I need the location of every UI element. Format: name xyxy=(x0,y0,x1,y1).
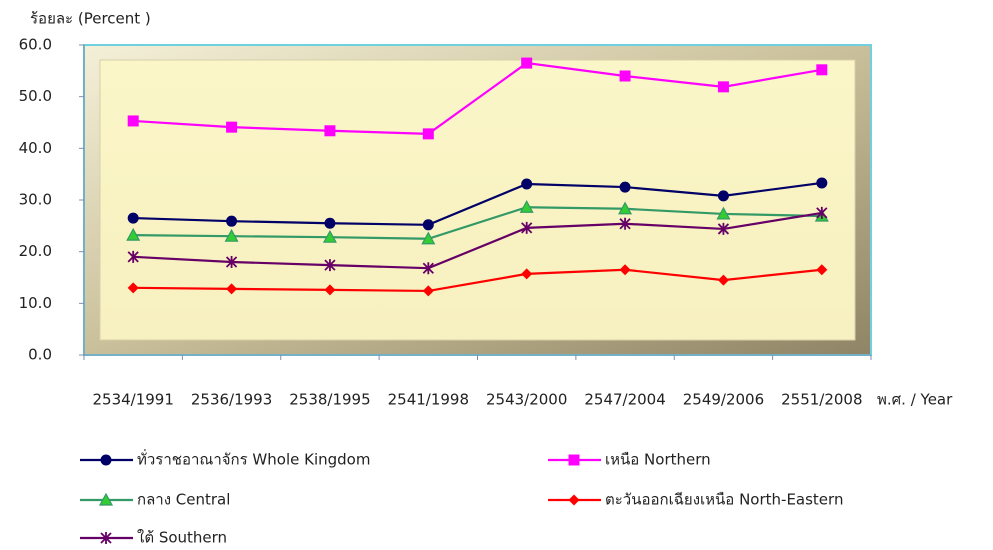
marker xyxy=(619,181,631,193)
y-tick-label: 10.0 xyxy=(19,294,52,312)
y-tick-label: 60.0 xyxy=(19,36,52,54)
x-tick-label: 2549/2006 xyxy=(683,391,764,409)
marker xyxy=(322,229,337,243)
marker xyxy=(816,264,828,276)
marker xyxy=(716,206,731,220)
legend-label: เหนือ Northern xyxy=(605,451,711,469)
marker xyxy=(422,128,434,140)
marker xyxy=(519,199,534,213)
x-tick-label: 2541/1998 xyxy=(388,391,469,409)
marker xyxy=(717,81,729,93)
marker xyxy=(521,57,533,69)
marker xyxy=(324,125,336,137)
marker xyxy=(717,222,730,235)
y-tick-label: 50.0 xyxy=(19,87,52,105)
x-axis-label: พ.ศ. / Year xyxy=(877,391,953,409)
marker xyxy=(717,274,729,286)
marker xyxy=(127,282,139,294)
marker xyxy=(127,212,139,224)
marker xyxy=(619,70,631,82)
series-line xyxy=(133,206,822,240)
legend-marker xyxy=(98,492,114,506)
y-tick-label: 0.0 xyxy=(28,346,52,364)
marker xyxy=(224,228,239,242)
marker xyxy=(126,227,141,241)
marker xyxy=(422,285,434,297)
marker xyxy=(324,284,336,296)
marker xyxy=(226,215,238,227)
marker xyxy=(816,206,828,219)
x-tick-label: 2543/2000 xyxy=(486,391,567,409)
marker xyxy=(816,177,828,189)
x-tick-label: 2538/1995 xyxy=(289,391,370,409)
marker xyxy=(422,262,434,275)
marker xyxy=(717,190,729,202)
marker xyxy=(324,217,336,229)
marker xyxy=(618,201,633,215)
legend-marker xyxy=(100,532,112,544)
x-tick-label: 2547/2004 xyxy=(584,391,665,409)
legend-label: ทั่วราชอาณาจักร Whole Kingdom xyxy=(137,449,370,469)
y-tick-label: 20.0 xyxy=(19,242,52,260)
series-line xyxy=(133,181,822,226)
marker xyxy=(127,115,139,127)
legend-marker xyxy=(100,454,112,466)
marker xyxy=(421,231,436,245)
marker xyxy=(226,283,238,295)
marker xyxy=(619,217,631,230)
x-tick-label: 2534/1991 xyxy=(92,391,173,409)
legend-label: กลาง Central xyxy=(137,491,230,509)
marker xyxy=(422,219,434,231)
marker xyxy=(521,221,533,234)
series-line xyxy=(133,211,822,270)
marker xyxy=(619,264,631,276)
legend-marker xyxy=(568,454,580,466)
marker xyxy=(521,178,533,190)
plot-area xyxy=(99,59,856,341)
legend-label: ตะวันออกเฉียงเหนือ North-Eastern xyxy=(605,491,843,509)
marker xyxy=(521,268,533,280)
legend-marker xyxy=(568,494,580,506)
y-tick-label: 30.0 xyxy=(19,191,52,209)
series-line xyxy=(133,268,822,293)
legend-label: ใต้ Southern xyxy=(137,529,227,547)
marker xyxy=(127,250,139,263)
y-tick-label: 40.0 xyxy=(19,139,52,157)
marker xyxy=(324,259,336,272)
x-tick-label: 2536/1993 xyxy=(191,391,272,409)
y-axis-label: ร้อยละ (Percent ) xyxy=(30,10,151,28)
marker xyxy=(816,64,828,76)
series-line xyxy=(133,61,823,135)
x-tick-label: 2551/2008 xyxy=(781,391,862,409)
marker xyxy=(225,256,238,268)
marker xyxy=(226,121,238,133)
